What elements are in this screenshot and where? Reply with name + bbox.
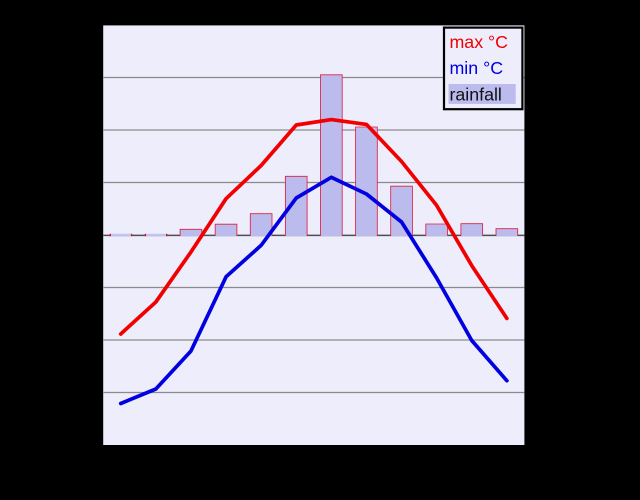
svg-text:min °C: min °C	[450, 58, 504, 78]
svg-text:rainfall: rainfall	[450, 85, 502, 105]
svg-text:max °C: max °C	[450, 32, 509, 52]
